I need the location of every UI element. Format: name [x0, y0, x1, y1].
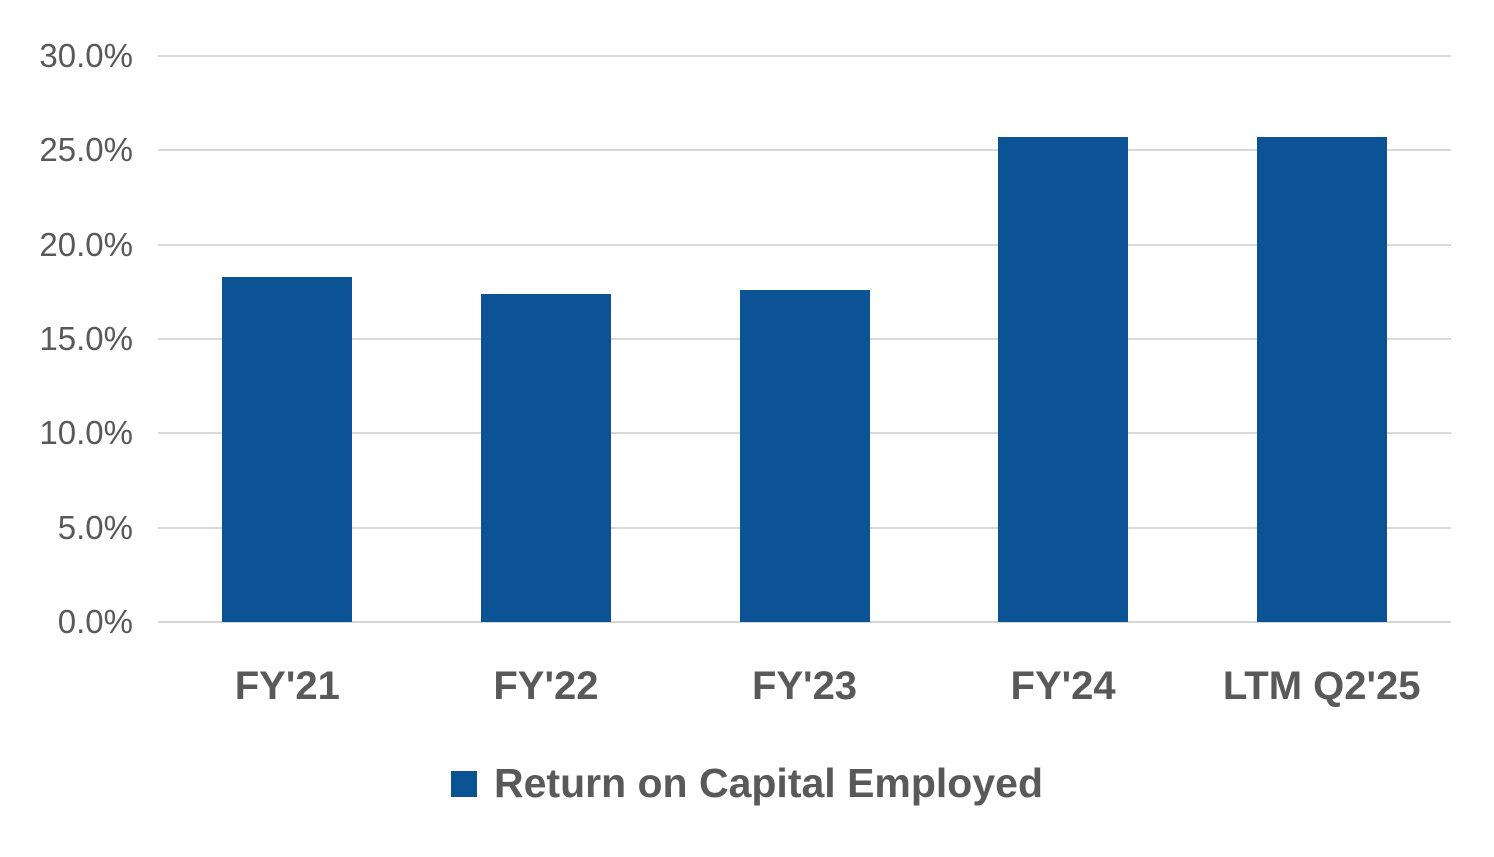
x-tick-label-fy-23: FY'23	[751, 664, 858, 708]
legend-label: Return on Capital Employed	[494, 760, 1043, 806]
plot-area	[158, 55, 1451, 623]
bar-fy-21	[222, 276, 353, 622]
x-tick-label-fy-22: FY'22	[493, 664, 599, 708]
x-axis-line	[158, 621, 1451, 623]
gridline-30.0%	[158, 55, 1451, 57]
bar-ltm-q2-25	[1256, 137, 1387, 622]
bar-fy-24	[998, 137, 1129, 622]
gridline-20.0%	[158, 243, 1451, 246]
gridline-25.0%	[158, 149, 1451, 152]
x-tick-label-fy-21: FY'21	[234, 664, 340, 708]
y-tick-label-0.0%: 0.0%	[57, 603, 133, 640]
legend: Return on Capital Employed	[0, 760, 1494, 807]
y-tick-label-25.0%: 25.0%	[39, 131, 133, 169]
x-tick-label-ltm-q2-25: LTM Q2'25	[1222, 664, 1421, 708]
y-tick-label-30.0%: 30.0%	[39, 37, 133, 74]
bar-fy-22	[480, 293, 611, 622]
y-tick-label-15.0%: 15.0%	[39, 320, 133, 357]
x-tick-label-fy-24: FY'24	[1010, 664, 1116, 708]
bar-fy-23	[739, 289, 870, 622]
y-tick-label-10.0%: 10.0%	[39, 414, 133, 452]
y-tick-label-20.0%: 20.0%	[39, 225, 133, 263]
y-tick-label-5.0%: 5.0%	[57, 508, 133, 546]
legend-swatch	[451, 770, 477, 797]
